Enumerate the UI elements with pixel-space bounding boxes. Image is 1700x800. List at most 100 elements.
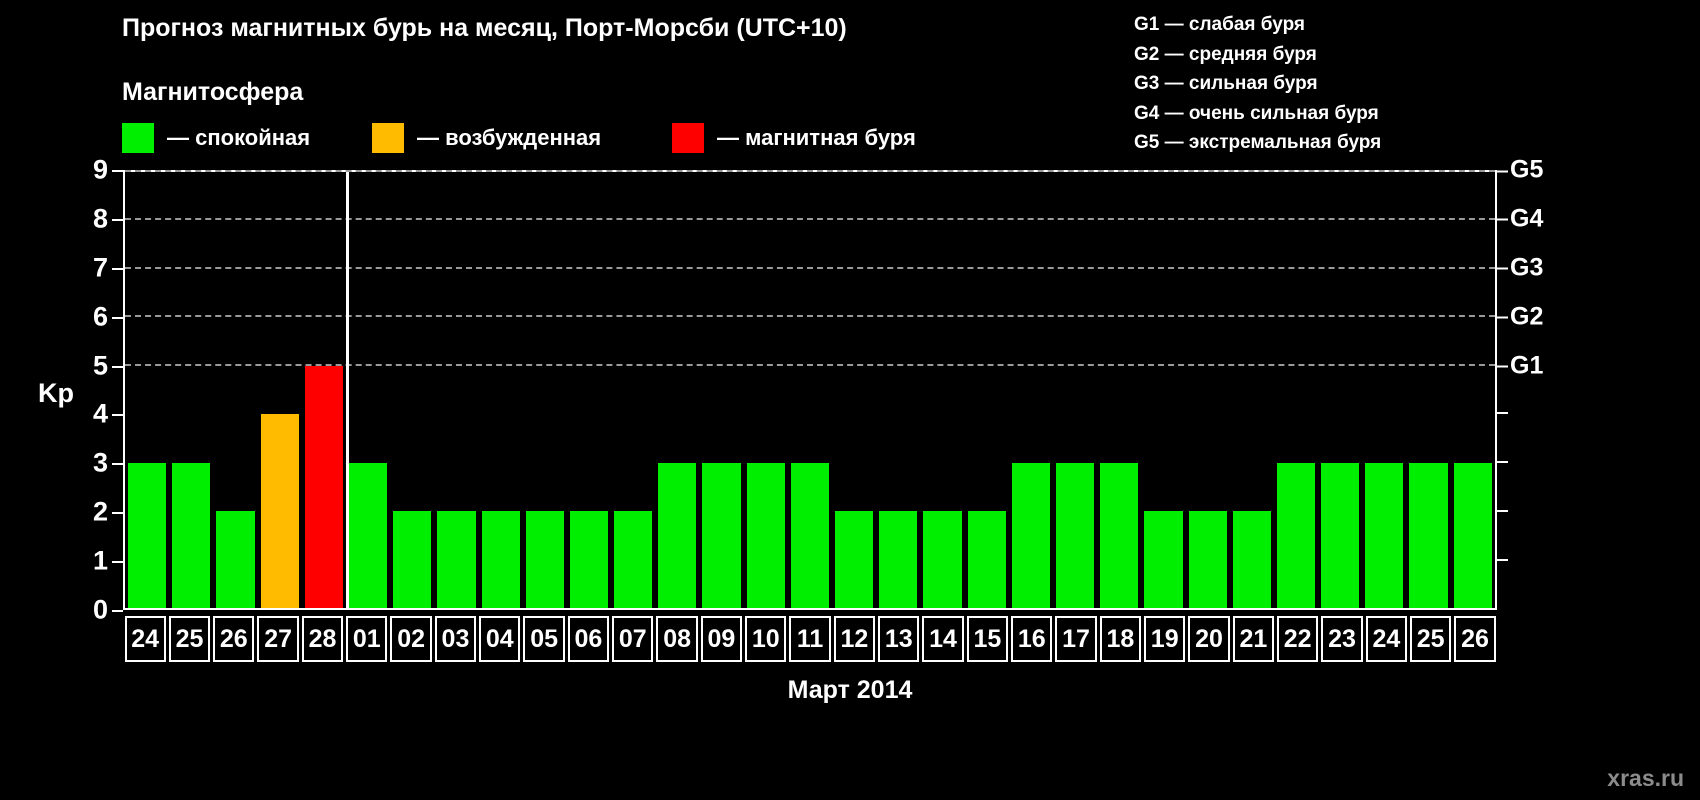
- bar-cell[interactable]: [1230, 172, 1274, 608]
- date-label[interactable]: 18: [1099, 616, 1142, 662]
- bar-cell[interactable]: [302, 172, 346, 608]
- bar[interactable]: [569, 511, 609, 608]
- bar[interactable]: [1144, 511, 1183, 608]
- bar[interactable]: [746, 462, 785, 608]
- legend-item-2: — магнитная буря: [672, 122, 916, 154]
- bar[interactable]: [1276, 462, 1316, 608]
- date-label[interactable]: 17: [1055, 616, 1097, 662]
- bar-cell[interactable]: [744, 172, 788, 608]
- bar-cell[interactable]: [1097, 172, 1141, 608]
- bar-cell[interactable]: [655, 172, 699, 608]
- date-label[interactable]: 28: [301, 616, 344, 662]
- date-label[interactable]: 08: [656, 616, 698, 662]
- bar-cell[interactable]: [258, 172, 302, 608]
- bar-cell[interactable]: [125, 172, 169, 608]
- date-label[interactable]: 26: [213, 616, 255, 662]
- bar[interactable]: [1188, 511, 1227, 608]
- date-label[interactable]: 12: [833, 616, 876, 662]
- bar-cell[interactable]: [1362, 172, 1406, 608]
- date-label[interactable]: 27: [257, 616, 299, 662]
- date-label[interactable]: 07: [612, 616, 654, 662]
- bar-cell[interactable]: [1318, 172, 1362, 608]
- bar[interactable]: [1100, 462, 1139, 608]
- y-tick-label-2: 2: [92, 496, 108, 527]
- bar[interactable]: [1409, 462, 1448, 608]
- bar[interactable]: [967, 511, 1006, 608]
- date-label[interactable]: 13: [878, 616, 920, 662]
- bar[interactable]: [1321, 462, 1360, 608]
- y-tick-label-9: 9: [92, 154, 108, 185]
- date-label[interactable]: 14: [922, 616, 964, 662]
- date-label[interactable]: 23: [1321, 616, 1363, 662]
- date-label[interactable]: 25: [168, 616, 211, 662]
- bar-cell[interactable]: [567, 172, 611, 608]
- date-label[interactable]: 01: [346, 616, 388, 662]
- date-label[interactable]: 05: [523, 616, 565, 662]
- bar[interactable]: [348, 462, 388, 608]
- g-tick-mark: [1497, 316, 1508, 319]
- bar-cell[interactable]: [965, 172, 1009, 608]
- bar[interactable]: [216, 511, 255, 608]
- bar[interactable]: [790, 462, 829, 608]
- date-label[interactable]: 19: [1144, 616, 1186, 662]
- bar-cell[interactable]: [1406, 172, 1450, 608]
- bar-cell[interactable]: [523, 172, 567, 608]
- bar[interactable]: [304, 365, 343, 608]
- bar[interactable]: [1232, 511, 1271, 608]
- bar[interactable]: [1453, 462, 1492, 608]
- bar-cell[interactable]: [213, 172, 257, 608]
- bar-cell[interactable]: [1053, 172, 1097, 608]
- date-label[interactable]: 16: [1011, 616, 1053, 662]
- date-label[interactable]: 20: [1188, 616, 1230, 662]
- y-tick-label-8: 8: [92, 203, 108, 234]
- storm-scale-line-1: G1 — слабая буря: [1134, 14, 1306, 35]
- bar[interactable]: [614, 511, 653, 608]
- date-label[interactable]: 15: [966, 616, 1009, 662]
- bar[interactable]: [835, 511, 874, 608]
- bar[interactable]: [879, 511, 918, 608]
- bar-cell[interactable]: [479, 172, 523, 608]
- bar[interactable]: [1365, 462, 1404, 608]
- date-label[interactable]: 06: [567, 616, 610, 662]
- bar[interactable]: [923, 511, 962, 608]
- date-label[interactable]: 11: [789, 616, 831, 662]
- bar[interactable]: [1055, 462, 1095, 608]
- bar-cell[interactable]: [1451, 172, 1495, 608]
- bar-cell[interactable]: [1274, 172, 1318, 608]
- bar[interactable]: [128, 462, 167, 608]
- bar[interactable]: [172, 462, 211, 608]
- date-label[interactable]: 24: [124, 616, 166, 662]
- date-label[interactable]: 25: [1410, 616, 1452, 662]
- bar-cell[interactable]: [1141, 172, 1185, 608]
- date-label[interactable]: 24: [1365, 616, 1408, 662]
- date-label[interactable]: 22: [1277, 616, 1319, 662]
- date-label[interactable]: 26: [1454, 616, 1496, 662]
- bar-cell[interactable]: [920, 172, 964, 608]
- bar-cell[interactable]: [346, 172, 390, 608]
- bar-cell[interactable]: [699, 172, 743, 608]
- bar[interactable]: [525, 511, 564, 608]
- bar-cell[interactable]: [434, 172, 478, 608]
- bar[interactable]: [1011, 462, 1050, 608]
- date-label[interactable]: 02: [390, 616, 432, 662]
- bar-cell[interactable]: [1009, 172, 1053, 608]
- bar[interactable]: [260, 414, 299, 608]
- bar-cell[interactable]: [169, 172, 213, 608]
- date-label[interactable]: 04: [479, 616, 521, 662]
- date-label[interactable]: 09: [700, 616, 743, 662]
- date-label[interactable]: 21: [1232, 616, 1275, 662]
- bar-cell[interactable]: [1186, 172, 1230, 608]
- date-label[interactable]: 03: [434, 616, 477, 662]
- bar-cell[interactable]: [611, 172, 655, 608]
- bar-cell[interactable]: [832, 172, 876, 608]
- bar[interactable]: [481, 511, 520, 608]
- bar[interactable]: [702, 462, 741, 608]
- bar[interactable]: [393, 511, 432, 608]
- bar[interactable]: [437, 511, 476, 608]
- bar-cell[interactable]: [788, 172, 832, 608]
- bar[interactable]: [658, 462, 697, 608]
- bar-cell[interactable]: [390, 172, 434, 608]
- date-label[interactable]: 10: [745, 616, 787, 662]
- bar-cell[interactable]: [876, 172, 920, 608]
